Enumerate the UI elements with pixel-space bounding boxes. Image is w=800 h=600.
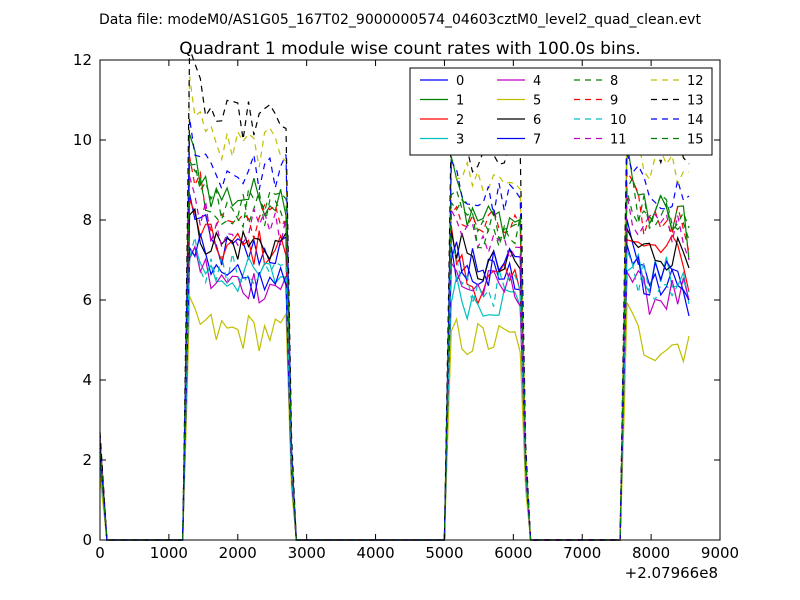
series-line-5 bbox=[99, 296, 690, 541]
series-line-11 bbox=[99, 176, 690, 541]
legend-label-9: 9 bbox=[610, 94, 618, 109]
legend-label-12: 12 bbox=[687, 74, 704, 89]
chart-title: Quadrant 1 module wise count rates with … bbox=[179, 39, 640, 59]
series-line-15 bbox=[99, 163, 690, 541]
legend-label-1: 1 bbox=[456, 94, 464, 109]
axes-layer: 0 1000 2000 3000 4000 5000 6000 7000 8000 9000 0 2 4… bbox=[73, 51, 739, 562]
y-tick-label: 2 bbox=[82, 451, 92, 469]
y-tick-label: 8 bbox=[82, 211, 92, 229]
x-tick-label: 0 bbox=[95, 544, 105, 562]
legend-label-7: 7 bbox=[533, 133, 541, 148]
series-line-7 bbox=[99, 233, 690, 541]
y-tick-label: 4 bbox=[82, 371, 92, 389]
y-tick-label: 0 bbox=[82, 531, 92, 549]
y-tick-label: 10 bbox=[73, 131, 92, 149]
series-line-10 bbox=[99, 236, 690, 541]
x-tick-label: 6000 bbox=[494, 544, 532, 562]
series-line-14 bbox=[99, 117, 690, 541]
x-tick-label: 1000 bbox=[150, 544, 188, 562]
y-tick-label: 12 bbox=[73, 51, 92, 69]
legend-label-2: 2 bbox=[456, 113, 464, 128]
legend-box bbox=[409, 67, 713, 156]
legend-label-3: 3 bbox=[456, 133, 464, 148]
series-line-8 bbox=[99, 160, 690, 541]
x-tick-label: 5000 bbox=[425, 544, 463, 562]
legend-label-11: 11 bbox=[610, 133, 627, 148]
series-line-6 bbox=[99, 207, 690, 541]
series-line-9 bbox=[99, 156, 690, 541]
legend-label-6: 6 bbox=[533, 113, 541, 128]
series-line-4 bbox=[99, 244, 690, 541]
legend-label-13: 13 bbox=[687, 94, 704, 109]
legend-label-4: 4 bbox=[533, 74, 541, 89]
x-tick-label: 8000 bbox=[632, 544, 670, 562]
chart-suptitle: Data file: modeM0/AS1G05_167T02_90000005… bbox=[99, 12, 701, 28]
legend-label-10: 10 bbox=[610, 113, 627, 128]
y-tick-label: 6 bbox=[82, 291, 92, 309]
legend-label-14: 14 bbox=[687, 113, 704, 128]
x-tick-label: 7000 bbox=[563, 544, 601, 562]
x-tick-label: 3000 bbox=[288, 544, 326, 562]
series-layer bbox=[99, 48, 690, 541]
legend-label-5: 5 bbox=[533, 94, 541, 109]
series-line-2 bbox=[99, 199, 690, 541]
x-axis-offset-label: +2.07966e8 bbox=[625, 564, 718, 582]
x-tick-label: 4000 bbox=[356, 544, 394, 562]
legend-label-15: 15 bbox=[687, 133, 704, 148]
x-tick-label: 2000 bbox=[219, 544, 257, 562]
x-tick-label: 9000 bbox=[701, 544, 739, 562]
legend-label-8: 8 bbox=[610, 74, 618, 89]
legend-label-0: 0 bbox=[456, 74, 464, 89]
